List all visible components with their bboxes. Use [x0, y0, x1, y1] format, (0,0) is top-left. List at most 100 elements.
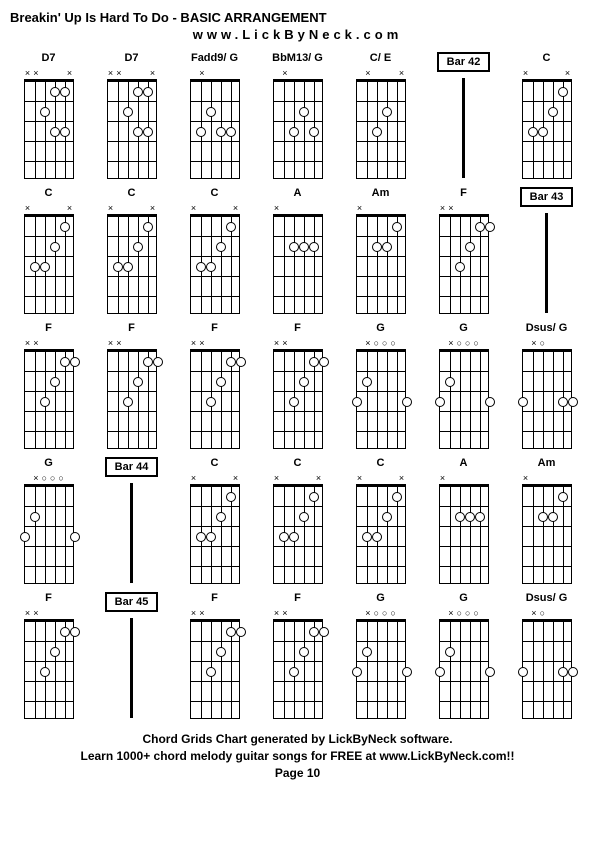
chord-name: C	[128, 187, 136, 201]
chord-diagram: ×○○○	[435, 338, 493, 449]
marker: ×	[24, 203, 32, 213]
marker	[447, 473, 455, 483]
chord-name: F	[45, 592, 52, 606]
chord-diagram: ×××	[103, 68, 161, 179]
marker	[364, 203, 372, 213]
finger-dot	[309, 492, 319, 502]
finger-dot	[226, 627, 236, 637]
marker: ×	[314, 473, 322, 483]
string-markers: ××	[356, 473, 406, 483]
string-markers: ×○○○	[439, 338, 489, 348]
string-markers: ×○○○	[24, 473, 74, 483]
marker: ×	[24, 68, 32, 78]
finger-dot	[226, 222, 236, 232]
marker: ○	[40, 473, 48, 483]
bar-label: Bar 45	[105, 592, 159, 612]
footer-line-1: Chord Grids Chart generated by LickByNec…	[10, 731, 585, 748]
marker: ○	[389, 608, 397, 618]
finger-dot	[60, 627, 70, 637]
string-markers: ××	[24, 203, 74, 213]
chord-name: C	[211, 457, 219, 471]
finger-dot	[196, 262, 206, 272]
marker	[231, 68, 239, 78]
marker: ○	[464, 338, 472, 348]
finger-dot	[50, 647, 60, 657]
finger-dot	[309, 127, 319, 137]
marker	[372, 203, 380, 213]
string-markers: ×	[273, 203, 323, 213]
marker: ×	[439, 203, 447, 213]
marker	[538, 68, 546, 78]
chord-diagram: ××	[352, 68, 410, 179]
finger-dot	[299, 107, 309, 117]
finger-dot	[435, 667, 445, 677]
marker	[356, 68, 364, 78]
fretboard	[190, 214, 240, 314]
fretboard	[24, 619, 74, 719]
finger-dot	[352, 397, 362, 407]
finger-dot	[402, 397, 412, 407]
finger-dot	[206, 262, 216, 272]
marker: ○	[381, 608, 389, 618]
chord-cell: G×○○○	[343, 322, 419, 449]
chord-cell: A×	[260, 187, 336, 314]
marker	[289, 68, 297, 78]
marker: ×	[447, 338, 455, 348]
marker	[231, 338, 239, 348]
chord-name: F	[128, 322, 135, 336]
marker	[538, 473, 546, 483]
finger-dot	[143, 357, 153, 367]
marker	[397, 338, 405, 348]
marker	[397, 203, 405, 213]
page-title: Breakin' Up Is Hard To Do - BASIC ARRANG…	[10, 10, 585, 25]
marker	[215, 203, 223, 213]
marker	[40, 203, 48, 213]
marker	[223, 203, 231, 213]
fretboard	[24, 79, 74, 179]
marker	[547, 608, 555, 618]
marker: ×	[198, 68, 206, 78]
finger-dot	[299, 377, 309, 387]
string-markers: ××	[273, 473, 323, 483]
marker	[289, 473, 297, 483]
fretboard	[273, 484, 323, 584]
string-markers: ×	[356, 203, 406, 213]
marker	[123, 68, 131, 78]
fretboard	[356, 349, 406, 449]
finger-dot	[568, 667, 578, 677]
finger-dot	[133, 127, 143, 137]
marker	[123, 203, 131, 213]
marker	[389, 68, 397, 78]
marker	[115, 203, 123, 213]
finger-dot	[362, 377, 372, 387]
finger-dot	[362, 532, 372, 542]
finger-dot	[226, 492, 236, 502]
chord-diagram: ××	[20, 203, 78, 314]
marker	[223, 338, 231, 348]
chord-name: F	[211, 592, 218, 606]
fretboard	[107, 214, 157, 314]
fretboard	[356, 619, 406, 719]
chord-cell: Fadd9/ G×	[177, 52, 253, 179]
bar-marker: Bar 43	[509, 187, 585, 314]
bar-label: Bar 44	[105, 457, 159, 477]
chord-name: F	[460, 187, 467, 201]
chord-grid: D7×××D7×××Fadd9/ G×BbM13/ G×C/ E××Bar 42…	[10, 52, 585, 719]
marker	[206, 608, 214, 618]
marker	[40, 68, 48, 78]
marker: ×	[447, 203, 455, 213]
string-markers: ××	[107, 338, 157, 348]
finger-dot	[568, 397, 578, 407]
finger-dot	[216, 647, 226, 657]
marker	[547, 338, 555, 348]
finger-dot	[455, 262, 465, 272]
marker	[223, 473, 231, 483]
marker	[563, 608, 571, 618]
chord-diagram: ××	[186, 338, 244, 449]
chord-diagram: ×○○○	[20, 473, 78, 584]
finger-dot	[558, 667, 568, 677]
marker	[306, 338, 314, 348]
chord-name: D7	[124, 52, 138, 66]
chord-diagram: ×○○○	[352, 338, 410, 449]
chord-name: Am	[538, 457, 556, 471]
